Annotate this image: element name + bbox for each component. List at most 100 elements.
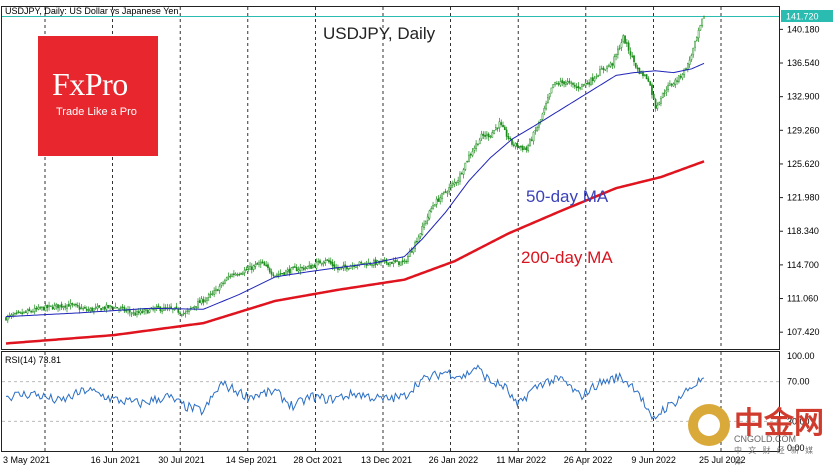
candle-body — [435, 198, 438, 205]
candle-body — [161, 309, 163, 312]
candle-body — [401, 260, 404, 263]
candle-body — [611, 63, 614, 66]
candle-body — [532, 131, 535, 142]
candle-body — [529, 139, 531, 147]
candle-body — [279, 273, 282, 275]
candle-body — [661, 92, 664, 99]
candle-body — [290, 267, 293, 275]
candle-body — [507, 136, 510, 139]
candle-body — [254, 264, 257, 267]
candle-body — [642, 71, 644, 77]
candle-body — [157, 305, 160, 308]
candle-body — [498, 121, 501, 129]
candle-body — [5, 317, 7, 321]
rsi-axis: 100.00 70.00 30.00 0.00 — [787, 351, 815, 453]
candle-body — [410, 251, 413, 253]
candle-body — [116, 307, 119, 309]
rsi-line — [5, 364, 705, 421]
candle-body — [297, 269, 300, 272]
candle-body — [412, 248, 415, 253]
candle-body — [227, 276, 230, 279]
candle-body — [692, 47, 695, 56]
candle-body — [17, 311, 20, 313]
candle-body — [242, 272, 244, 275]
candle-body — [416, 240, 418, 243]
candle-body — [294, 266, 296, 268]
candle-body — [651, 84, 653, 95]
candle-body — [703, 16, 705, 19]
candle-body — [283, 272, 285, 275]
candle-body — [132, 311, 135, 314]
candle-body — [76, 305, 79, 307]
candle-body — [609, 62, 612, 67]
candle-body — [259, 261, 262, 265]
candle-body — [502, 124, 504, 128]
candle-body — [267, 264, 269, 269]
candle-body — [451, 183, 454, 186]
candle-body — [213, 290, 215, 295]
candle-body — [80, 307, 83, 309]
watermark-domain: CNGOLD.COM — [734, 434, 797, 444]
chart-title: USDJPY, Daily — [323, 24, 436, 43]
candle-body — [672, 83, 675, 87]
candle-body — [152, 308, 154, 311]
time-tick-label: 11 Mar 2022 — [496, 455, 546, 465]
candle-body — [530, 139, 533, 141]
candle-body — [326, 259, 329, 261]
candle-body — [656, 104, 659, 109]
candle-body — [41, 306, 43, 308]
candle-body — [69, 303, 72, 306]
time-tick-label: 9 Jun 2022 — [631, 455, 676, 465]
candle-body — [317, 260, 320, 263]
candle-body — [520, 145, 522, 148]
candle-body — [487, 133, 490, 138]
candle-body — [584, 82, 587, 86]
candle-body — [53, 305, 56, 310]
candle-body — [35, 307, 38, 310]
candle-body — [649, 81, 652, 86]
candle-body — [198, 300, 201, 303]
rsi-tick-label: 70.00 — [787, 377, 810, 387]
candle-body — [301, 266, 303, 269]
candle-body — [669, 83, 671, 86]
candle-body — [484, 134, 486, 137]
candle-body — [453, 181, 456, 185]
candle-body — [590, 77, 592, 85]
time-tick-label: 3 May 2021 — [3, 455, 50, 465]
candle-body — [313, 265, 316, 268]
candle-body — [561, 80, 564, 83]
candle-body — [697, 30, 700, 39]
candle-body — [615, 53, 617, 57]
candle-body — [64, 305, 67, 308]
candle-body — [141, 311, 144, 313]
time-tick-label: 14 Sep 2021 — [226, 455, 277, 465]
candle-body — [638, 67, 641, 74]
candle-body — [457, 180, 460, 183]
candle-body — [618, 47, 621, 50]
candle-body — [258, 262, 260, 265]
candle-body — [579, 87, 582, 90]
candle-body — [261, 261, 264, 264]
candle-body — [44, 305, 47, 312]
candle-body — [687, 63, 689, 70]
candle-body — [118, 308, 120, 310]
candle-body — [225, 277, 228, 281]
candle-body — [71, 303, 74, 305]
candle-body — [222, 282, 224, 285]
candle-body — [503, 126, 506, 131]
candle-body — [433, 204, 436, 207]
candle-body — [32, 311, 34, 313]
candle-body — [24, 311, 27, 313]
candle-body — [432, 205, 434, 209]
candle-body — [57, 304, 59, 309]
candle-body — [548, 93, 551, 98]
ma50-label: 50-day MA — [526, 187, 609, 206]
candle-body — [523, 148, 526, 151]
candle-body — [292, 266, 294, 269]
rsi-tick-label: 0.00 — [787, 443, 805, 453]
candle-body — [450, 184, 452, 189]
candle-body — [125, 310, 128, 312]
candle-body — [475, 143, 477, 149]
candle-body — [220, 282, 223, 286]
